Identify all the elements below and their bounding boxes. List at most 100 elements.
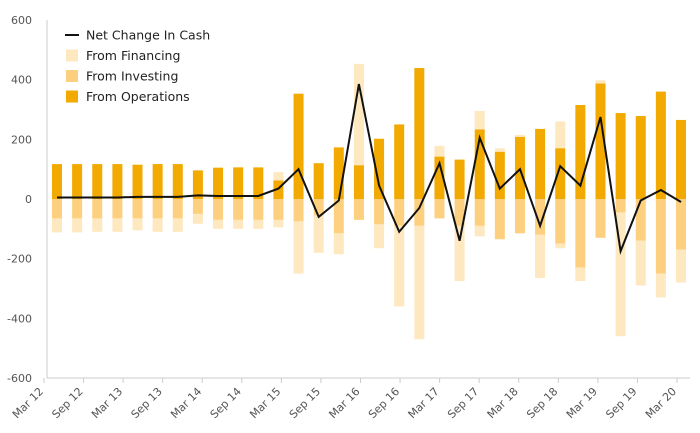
operations-bar xyxy=(273,180,284,199)
x-tick-label: Sep 14 xyxy=(208,385,244,421)
operations-bar xyxy=(595,83,606,199)
financing-positive-bar xyxy=(595,80,606,84)
x-tick-label: Mar 20 xyxy=(643,385,679,421)
investing-bar xyxy=(213,199,224,220)
investing-bar xyxy=(494,199,505,240)
financing-bar xyxy=(132,218,143,231)
x-tick-label: Mar 14 xyxy=(168,385,204,421)
financing-bar xyxy=(676,249,686,283)
operations-bar xyxy=(676,119,686,199)
financing-bar xyxy=(192,213,203,224)
financing-bar xyxy=(615,212,626,337)
financing-bar xyxy=(52,218,62,233)
financing-bar xyxy=(253,219,264,229)
x-tick-label: Sep 18 xyxy=(524,385,560,421)
operations-bar xyxy=(454,159,465,199)
legend-label: From Investing xyxy=(86,69,178,84)
x-tick-label: Mar 16 xyxy=(326,385,362,421)
investing-bar xyxy=(655,199,666,274)
investing-bar xyxy=(92,199,103,219)
operations-bar xyxy=(52,164,62,199)
net-change-line xyxy=(57,83,682,256)
x-tick-label: Sep 17 xyxy=(445,385,481,421)
operations-bar xyxy=(655,91,666,199)
financing-bar xyxy=(233,219,244,229)
financing-bar xyxy=(273,219,284,228)
investing-bar xyxy=(172,199,183,219)
axes xyxy=(46,20,690,379)
bar-layer xyxy=(52,63,686,340)
operations-bar xyxy=(635,116,646,199)
financing-bar xyxy=(394,225,405,307)
y-tick-label: -400 xyxy=(7,312,32,325)
investing-bar xyxy=(676,199,686,250)
investing-bar xyxy=(52,199,62,219)
x-tick-label: Sep 15 xyxy=(287,385,323,421)
operations-bar xyxy=(293,93,304,199)
financing-bar xyxy=(535,234,546,279)
investing-bar xyxy=(535,199,546,235)
investing-bar xyxy=(273,199,284,220)
y-tick-label: 600 xyxy=(11,14,32,27)
financing-bar xyxy=(293,221,304,274)
financing-bar xyxy=(635,240,646,286)
investing-bar xyxy=(333,199,344,234)
operations-bar xyxy=(92,164,103,199)
financing-positive-bar xyxy=(353,63,364,166)
x-tick-label: Sep 12 xyxy=(49,385,85,421)
financing-positive-bar xyxy=(514,134,525,137)
investing-bar xyxy=(514,199,525,234)
financing-bar xyxy=(333,233,344,255)
investing-bar xyxy=(575,199,586,268)
investing-bar xyxy=(132,199,143,219)
operations-bar xyxy=(575,105,586,199)
legend-swatch xyxy=(66,49,78,62)
legend: Net Change In Cash From Financing From Inv… xyxy=(65,28,210,104)
financing-bar xyxy=(474,225,485,237)
investing-bar xyxy=(555,199,566,244)
financing-bar xyxy=(72,218,83,233)
operations-bar xyxy=(434,156,445,199)
financing-bar xyxy=(152,218,163,232)
financing-positive-bar xyxy=(434,145,445,157)
operations-bar xyxy=(152,164,163,199)
operations-bar xyxy=(374,138,385,199)
investing-bar xyxy=(313,199,324,216)
investing-bar xyxy=(595,199,606,238)
y-tick-label: -600 xyxy=(7,372,32,385)
operations-bar xyxy=(535,128,546,199)
operations-bar xyxy=(313,163,324,199)
y-tick-label: -200 xyxy=(7,253,32,266)
investing-bar xyxy=(233,199,244,220)
x-tick-label: Sep 13 xyxy=(129,385,165,421)
y-tick-label: 400 xyxy=(11,74,32,87)
y-tick-label: 200 xyxy=(11,133,32,146)
financing-bar xyxy=(414,225,425,340)
financing-bar xyxy=(575,267,586,282)
financing-bar xyxy=(313,215,324,253)
financing-bar xyxy=(92,218,103,232)
operations-bar xyxy=(333,147,344,199)
operations-bar xyxy=(253,167,264,199)
investing-bar xyxy=(414,199,425,226)
investing-bar xyxy=(394,199,405,226)
investing-bar xyxy=(615,199,626,213)
investing-bar xyxy=(374,199,385,225)
investing-bar xyxy=(353,199,364,220)
x-tick-label: Mar 19 xyxy=(564,385,600,421)
operations-bar xyxy=(353,165,364,199)
investing-bar xyxy=(474,199,485,226)
financing-positive-bar xyxy=(273,172,284,181)
investing-bar xyxy=(192,199,203,214)
financing-bar xyxy=(374,224,385,249)
y-tick-label: 0 xyxy=(25,193,32,206)
financing-bar xyxy=(655,273,666,298)
financing-bar xyxy=(213,219,224,229)
y-tick-labels: 600 400 200 0 -200 -400 -600 xyxy=(7,14,32,385)
investing-bar xyxy=(112,199,123,219)
x-tick-label: Mar 15 xyxy=(247,385,283,421)
legend-swatch xyxy=(66,70,78,82)
investing-bar xyxy=(454,199,465,226)
operations-bar xyxy=(474,129,485,199)
